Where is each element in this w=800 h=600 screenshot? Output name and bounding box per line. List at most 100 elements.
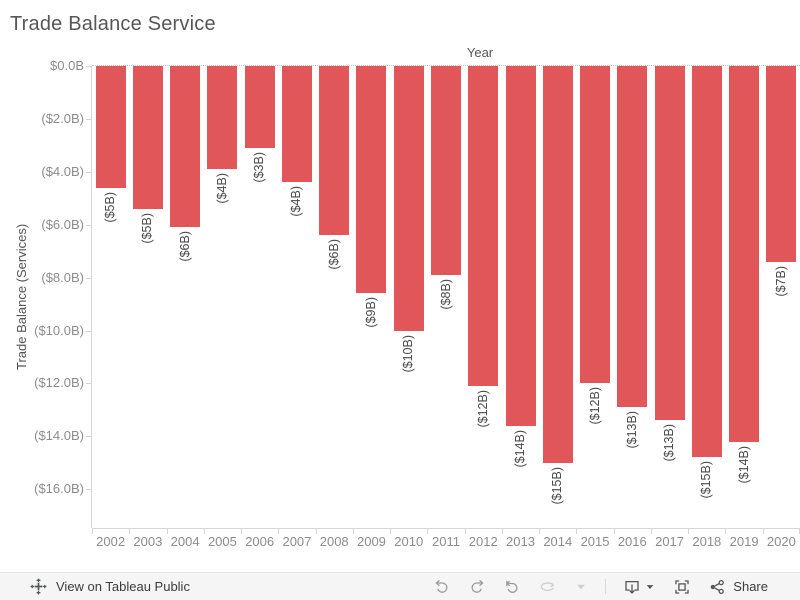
- bar-value-label: ($5B): [140, 212, 155, 244]
- y-axis-tick-label: ($8.0B): [41, 269, 84, 285]
- caret-down-icon: [647, 584, 654, 589]
- bar-2013[interactable]: [505, 66, 536, 426]
- y-axis-tick-label: ($10.0B): [34, 322, 84, 338]
- fullscreen-button[interactable]: [673, 578, 691, 596]
- bar-2011[interactable]: [431, 66, 461, 275]
- download-icon: [625, 580, 639, 594]
- x-axis-tick: [762, 529, 764, 534]
- bar-2018[interactable]: [691, 66, 722, 458]
- y-axis-tick: [86, 436, 92, 438]
- bar-value-label: ($9B): [363, 297, 378, 329]
- x-axis-tick-label: 2004: [170, 534, 200, 549]
- x-axis-line: [92, 528, 800, 529]
- bar-value-label: ($8B): [438, 278, 453, 310]
- fullscreen-icon: [675, 579, 689, 594]
- x-axis-tick: [501, 529, 503, 534]
- x-axis-tick-label: 2009: [356, 534, 386, 549]
- x-axis-tick-label: 2014: [543, 534, 573, 549]
- x-axis-tick-label: 2003: [133, 534, 163, 549]
- bar-value-label: ($7B): [773, 265, 788, 297]
- x-axis-tick: [688, 529, 690, 534]
- y-axis-tick: [86, 118, 92, 120]
- bar-value-label: ($4B): [289, 186, 304, 217]
- refresh-icon: [541, 581, 555, 591]
- view-on-tableau-public-link[interactable]: View on Tableau Public: [30, 578, 190, 595]
- x-axis-tick-label: 2016: [617, 534, 647, 549]
- x-axis-tick: [390, 529, 392, 534]
- revert-button[interactable]: [503, 578, 521, 596]
- bar-2004[interactable]: [170, 66, 201, 228]
- bar-2014[interactable]: [542, 66, 573, 463]
- bar-2017[interactable]: [654, 66, 685, 421]
- x-axis-tick-label: 2011: [432, 534, 460, 549]
- x-axis-tick-label: 2019: [729, 534, 759, 549]
- y-axis-tick-label: ($14.0B): [34, 428, 84, 444]
- y-axis-tick-label: ($2.0B): [41, 110, 84, 126]
- bar-value-label: ($10B): [401, 334, 416, 373]
- x-axis-tick: [129, 529, 131, 534]
- x-axis-tick: [576, 529, 578, 534]
- toolbar-actions: Share: [433, 578, 768, 596]
- bar-value-label: ($14B): [513, 429, 528, 468]
- bar-2002[interactable]: [95, 66, 126, 188]
- redo-button[interactable]: [468, 578, 486, 596]
- x-axis-tick-label: 2018: [692, 534, 722, 549]
- y-axis-tick: [86, 489, 92, 491]
- bar-2015[interactable]: [580, 66, 611, 384]
- share-icon: [710, 579, 725, 594]
- x-axis-tick: [166, 529, 168, 534]
- bar-2006[interactable]: [244, 66, 275, 148]
- tableau-logo-icon: [30, 578, 47, 595]
- y-axis-tick-label: ($6.0B): [41, 216, 84, 232]
- x-axis-tick: [539, 529, 541, 534]
- bar-value-label: ($4B): [214, 173, 229, 204]
- caret-down-icon: [577, 584, 586, 589]
- x-axis-field-label: Year: [466, 45, 494, 60]
- bar-2007[interactable]: [281, 66, 312, 183]
- bar-chart-plot: $0.0B ($2.0B) ($4.0B) ($6.0B) ($8.0B) ($10.0B…: [34, 58, 800, 549]
- pause-updates-caret-button[interactable]: [574, 580, 588, 594]
- bar-value-label: ($13B): [662, 424, 677, 462]
- y-axis-tick-label: ($12.0B): [34, 375, 84, 391]
- x-axis-tick-label: 2010: [394, 534, 424, 549]
- x-axis-tick: [650, 529, 652, 534]
- y-axis-tick: [86, 171, 92, 173]
- x-axis-tick-label: 2005: [207, 534, 237, 549]
- bar-2003[interactable]: [132, 66, 163, 209]
- x-axis-tick: [278, 529, 280, 534]
- refresh-button[interactable]: [538, 578, 557, 596]
- bar-2020[interactable]: [766, 66, 797, 262]
- x-axis-tick-label: 2017: [655, 534, 685, 549]
- bar-2010[interactable]: [393, 66, 424, 331]
- x-axis-tick: [241, 529, 243, 534]
- x-axis-tick-label: 2007: [282, 534, 312, 549]
- bar-value-label: ($15B): [699, 461, 714, 499]
- bar-value-label: ($5B): [103, 191, 118, 223]
- share-button[interactable]: Share: [708, 578, 768, 596]
- x-axis-tick: [427, 529, 429, 534]
- y-axis-tick: [86, 277, 92, 279]
- bar-2008[interactable]: [319, 66, 350, 236]
- undo-icon: [435, 579, 448, 593]
- bar-value-label: ($15B): [550, 466, 565, 505]
- bar-2009[interactable]: [356, 66, 387, 294]
- bar-2012[interactable]: [468, 66, 499, 387]
- x-axis-tick: [352, 529, 354, 534]
- y-axis-tick: [86, 224, 92, 226]
- bar-2016[interactable]: [617, 66, 648, 408]
- y-axis-tick: [86, 66, 92, 67]
- y-axis-tick-label: $0.0B: [50, 58, 84, 73]
- x-axis-tick-label: 2012: [468, 534, 498, 549]
- bar-value-label: ($12B): [587, 387, 602, 425]
- x-axis-tick: [92, 529, 93, 534]
- y-axis-line: [91, 66, 92, 528]
- undo-button[interactable]: [433, 578, 451, 596]
- x-axis-tick-label: 2015: [580, 534, 610, 549]
- download-button[interactable]: [623, 578, 656, 596]
- bar-value-label: ($6B): [177, 231, 192, 262]
- y-axis-tick: [86, 330, 92, 332]
- y-axis-tick-label: ($4.0B): [41, 163, 84, 179]
- bar-2005[interactable]: [207, 66, 238, 170]
- bar-2019[interactable]: [729, 66, 760, 442]
- y-axis-tick-label: ($16.0B): [34, 481, 84, 497]
